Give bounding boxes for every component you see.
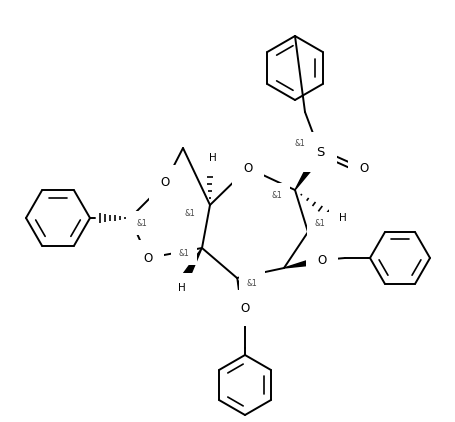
Text: O: O <box>359 162 368 175</box>
Text: S: S <box>315 146 324 159</box>
Text: H: H <box>339 213 346 223</box>
Text: &1: &1 <box>184 208 195 217</box>
Polygon shape <box>294 149 324 190</box>
Text: &1: &1 <box>294 140 305 149</box>
Text: &1: &1 <box>271 190 282 200</box>
Text: O: O <box>160 176 169 189</box>
Polygon shape <box>237 278 248 309</box>
Polygon shape <box>181 248 202 280</box>
Text: &1: &1 <box>314 219 325 228</box>
Text: H: H <box>178 283 186 293</box>
Text: O: O <box>317 254 326 267</box>
Text: H: H <box>209 153 217 163</box>
Text: &1: &1 <box>136 219 147 227</box>
Text: &1: &1 <box>178 249 189 257</box>
Text: O: O <box>143 252 152 265</box>
Polygon shape <box>283 256 322 268</box>
Text: &1: &1 <box>246 279 257 287</box>
Text: O: O <box>240 301 249 314</box>
Text: O: O <box>243 162 252 175</box>
